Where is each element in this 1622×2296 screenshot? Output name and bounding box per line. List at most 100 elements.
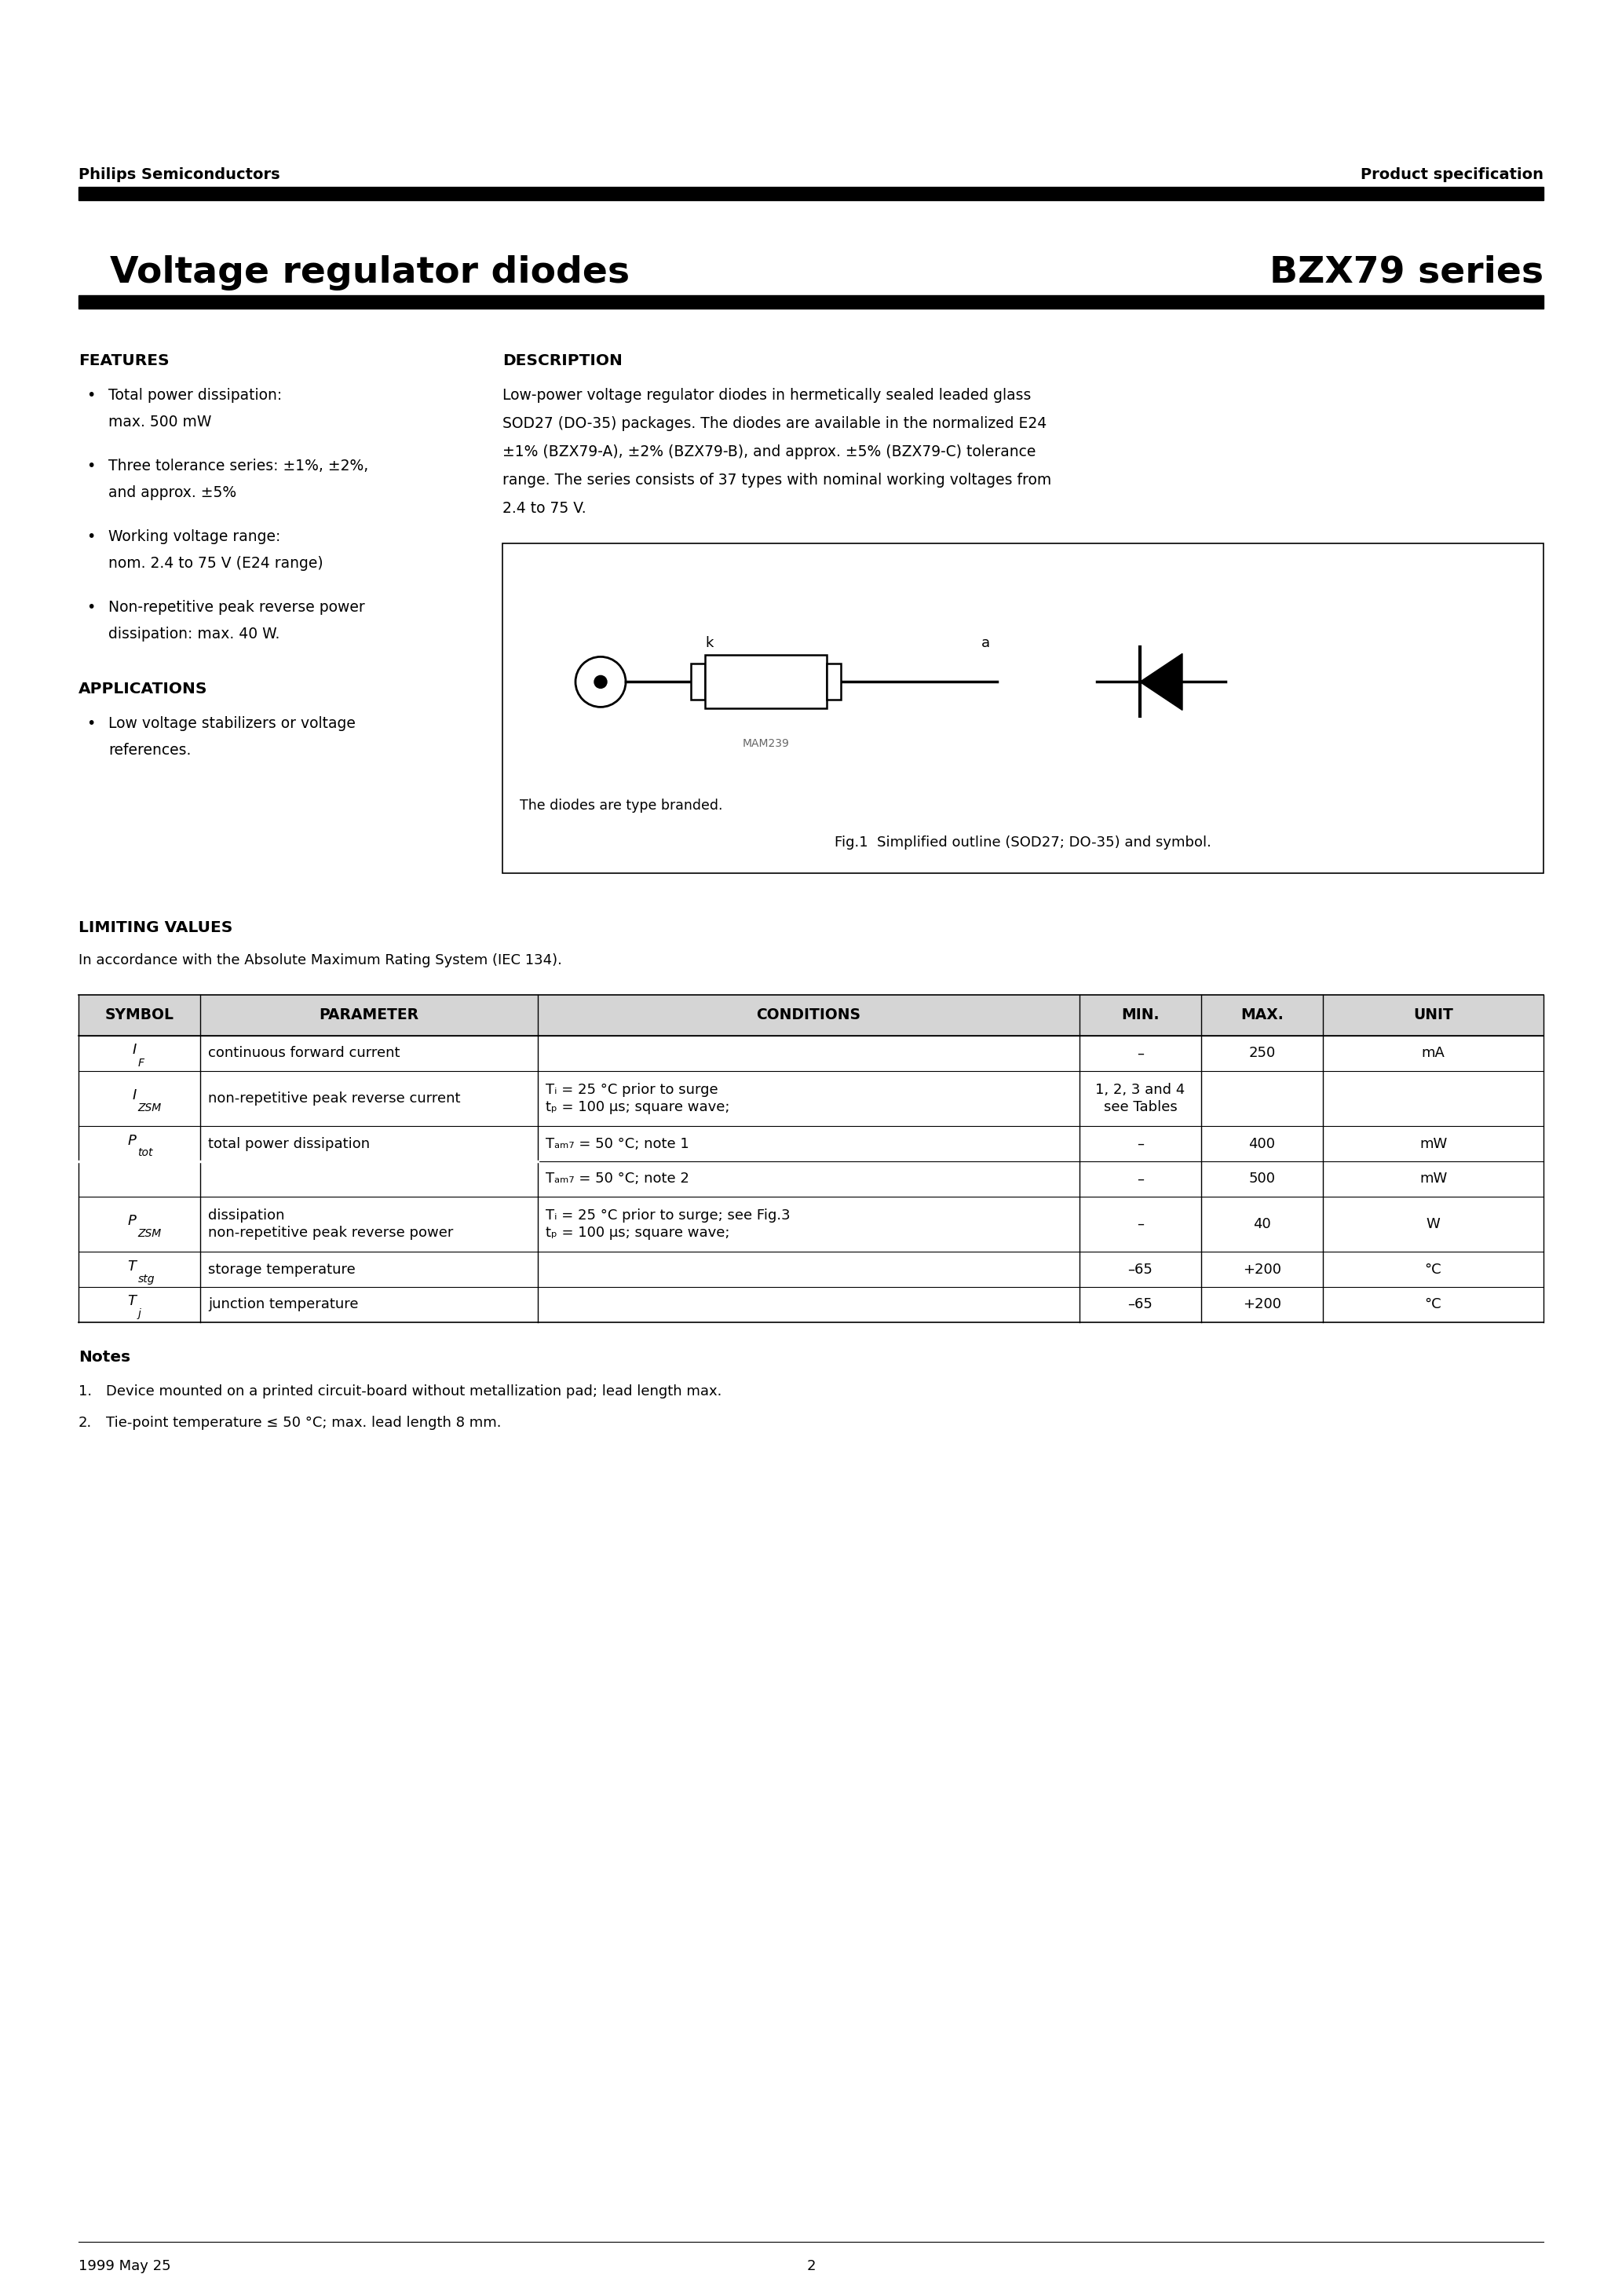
Text: 250: 250 [1249,1047,1275,1061]
Text: ZSM: ZSM [138,1102,162,1114]
Text: j: j [138,1309,141,1320]
Text: 500: 500 [1249,1171,1275,1187]
Text: Tₐₘ₇ = 50 °C; note 2: Tₐₘ₇ = 50 °C; note 2 [545,1171,689,1187]
Text: –65: –65 [1127,1263,1153,1277]
Bar [78,186,1544,200]
Text: P: P [128,1215,136,1228]
Text: 2: 2 [806,2259,816,2273]
Text: W: W [1426,1217,1440,1231]
Text: •: • [86,716,96,730]
Text: MAM239: MAM239 [743,739,790,748]
Text: In accordance with the Absolute Maximum Rating System (IEC 134).: In accordance with the Absolute Maximum … [78,953,563,967]
Text: I: I [131,1042,136,1056]
Text: junction temperature: junction temperature [208,1297,358,1311]
Text: BZX79 series: BZX79 series [1270,255,1544,292]
Bar [78,296,1544,308]
Text: tot: tot [138,1148,152,1159]
Text: Tie-point temperature ≤ 50 °C; max. lead length 8 mm.: Tie-point temperature ≤ 50 °C; max. lead… [105,1417,501,1430]
Bar [78,994,1544,1035]
Text: –: – [1137,1171,1144,1187]
Text: mW: mW [1419,1137,1447,1150]
Text: UNIT: UNIT [1413,1008,1453,1022]
Text: dissipation: max. 40 W.: dissipation: max. 40 W. [109,627,279,641]
Text: FEATURES: FEATURES [78,354,169,367]
Text: •: • [86,388,96,402]
Text: 1999 May 25: 1999 May 25 [78,2259,170,2273]
Text: –: – [1137,1137,1144,1150]
Text: °C: °C [1424,1297,1442,1311]
Text: CONDITIONS: CONDITIONS [756,1008,861,1022]
Text: Working voltage range:: Working voltage range: [109,530,281,544]
Text: DESCRIPTION: DESCRIPTION [503,354,623,367]
Text: Fig.1  Simplified outline (SOD27; DO-35) and symbol.: Fig.1 Simplified outline (SOD27; DO-35) … [835,836,1212,850]
Text: SYMBOL: SYMBOL [105,1008,174,1022]
Text: Tₐₘ₇ = 50 °C; note 1: Tₐₘ₇ = 50 °C; note 1 [545,1137,689,1150]
Text: 1, 2, 3 and 4: 1, 2, 3 and 4 [1095,1084,1186,1097]
Text: Product specification: Product specification [1361,168,1544,181]
Text: +200: +200 [1242,1297,1281,1311]
Text: Low-power voltage regulator diodes in hermetically sealed leaded glass: Low-power voltage regulator diodes in he… [503,388,1032,402]
Text: references.: references. [109,744,191,758]
Text: •: • [86,599,96,615]
Text: –: – [1137,1217,1144,1231]
Text: F: F [138,1056,144,1068]
Text: +200: +200 [1242,1263,1281,1277]
Text: •: • [86,530,96,544]
Text: ±1% (BZX79-A), ±2% (BZX79-B), and approx. ±5% (BZX79-C) tolerance: ±1% (BZX79-A), ±2% (BZX79-B), and approx… [503,445,1036,459]
Text: 400: 400 [1249,1137,1275,1150]
Text: Non-repetitive peak reverse power: Non-repetitive peak reverse power [109,599,365,615]
Text: LIMITING VALUES: LIMITING VALUES [78,921,232,934]
Text: 2.4 to 75 V.: 2.4 to 75 V. [503,501,586,517]
Polygon shape [1140,654,1182,709]
Text: total power dissipation: total power dissipation [208,1137,370,1150]
Text: dissipation: dissipation [208,1208,284,1221]
Bar [503,544,1544,872]
Text: MIN.: MIN. [1121,1008,1160,1022]
Circle shape [594,675,607,689]
Text: Three tolerance series: ±1%, ±2%,: Three tolerance series: ±1%, ±2%, [109,459,368,473]
Text: nom. 2.4 to 75 V (E24 range): nom. 2.4 to 75 V (E24 range) [109,556,323,572]
Text: max. 500 mW: max. 500 mW [109,416,211,429]
Text: ZSM: ZSM [138,1228,162,1240]
Text: k: k [706,636,714,650]
Text: tₚ = 100 μs; square wave;: tₚ = 100 μs; square wave; [545,1226,730,1240]
Text: T: T [128,1258,136,1274]
Text: Total power dissipation:: Total power dissipation: [109,388,282,402]
Bar [827,664,840,700]
Text: stg: stg [138,1274,154,1283]
Text: storage temperature: storage temperature [208,1263,355,1277]
Text: range. The series consists of 37 types with nominal working voltages from: range. The series consists of 37 types w… [503,473,1051,487]
Text: continuous forward current: continuous forward current [208,1047,401,1061]
Text: MAX.: MAX. [1241,1008,1283,1022]
Text: 40: 40 [1254,1217,1272,1231]
Text: non-repetitive peak reverse power: non-repetitive peak reverse power [208,1226,453,1240]
Text: a: a [981,636,989,650]
Text: –: – [1137,1047,1144,1061]
Text: I: I [131,1088,136,1102]
Text: mW: mW [1419,1171,1447,1187]
Bar [706,654,827,709]
Text: APPLICATIONS: APPLICATIONS [78,682,208,696]
Text: PARAMETER: PARAMETER [320,1008,418,1022]
Text: see Tables: see Tables [1103,1100,1178,1114]
Text: –65: –65 [1127,1297,1153,1311]
Text: Device mounted on a printed circuit-board without metallization pad; lead length: Device mounted on a printed circuit-boar… [105,1384,722,1398]
Text: SOD27 (DO-35) packages. The diodes are available in the normalized E24: SOD27 (DO-35) packages. The diodes are a… [503,416,1046,432]
Text: and approx. ±5%: and approx. ±5% [109,484,237,501]
Text: °C: °C [1424,1263,1442,1277]
Text: Tᵢ = 25 °C prior to surge: Tᵢ = 25 °C prior to surge [545,1084,719,1097]
Text: Low voltage stabilizers or voltage: Low voltage stabilizers or voltage [109,716,355,730]
Text: mA: mA [1421,1047,1445,1061]
Text: 2.: 2. [78,1417,92,1430]
Text: Voltage regulator diodes: Voltage regulator diodes [110,255,629,292]
Text: tₚ = 100 μs; square wave;: tₚ = 100 μs; square wave; [545,1100,730,1114]
Text: T: T [128,1295,136,1309]
Text: 1.: 1. [78,1384,92,1398]
Text: Tᵢ = 25 °C prior to surge; see Fig.3: Tᵢ = 25 °C prior to surge; see Fig.3 [545,1208,790,1221]
Text: Notes: Notes [78,1350,130,1364]
Text: P: P [128,1134,136,1148]
Text: The diodes are type branded.: The diodes are type branded. [519,799,723,813]
Text: non-repetitive peak reverse current: non-repetitive peak reverse current [208,1091,461,1107]
Text: Philips Semiconductors: Philips Semiconductors [78,168,281,181]
Text: •: • [86,459,96,473]
